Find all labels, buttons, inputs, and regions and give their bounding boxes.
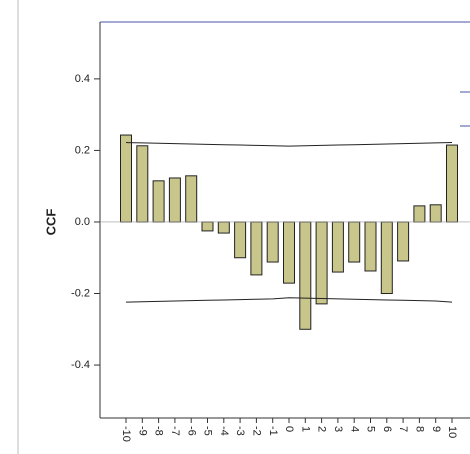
x-tick-label: -6: [185, 426, 197, 436]
bar: [397, 221, 410, 262]
x-tick-label: 2: [316, 426, 328, 432]
bar: [331, 221, 344, 273]
bar: [429, 204, 442, 223]
bar: [120, 134, 132, 223]
x-tick-label: -3: [234, 426, 246, 436]
x-tick-label: 3: [332, 426, 344, 432]
x-tick-label: -10: [120, 426, 132, 442]
x-tick-label: -7: [169, 426, 181, 436]
y-axis-label: CCF: [43, 209, 58, 236]
bar: [217, 221, 230, 234]
x-tick-label: 7: [397, 426, 409, 432]
bar: [446, 144, 458, 223]
x-tick-label: 1: [299, 426, 311, 432]
y-tick-label: 0.2: [75, 144, 90, 156]
x-tick-label: -1: [267, 426, 279, 436]
bar: [136, 145, 149, 223]
bar: [364, 221, 377, 272]
bar: [234, 221, 247, 259]
x-tick-label: 8: [413, 426, 425, 432]
bar: [185, 175, 198, 223]
y-tick-label: 0.0: [75, 216, 90, 228]
x-tick-label: -2: [250, 426, 262, 436]
bar: [299, 221, 312, 330]
bar: [413, 205, 426, 223]
bar: [283, 221, 295, 284]
x-tick-label: 9: [430, 426, 442, 432]
bar: [315, 221, 328, 305]
confidence-limit: [125, 142, 453, 147]
bar: [152, 180, 165, 223]
bar: [168, 177, 181, 223]
x-tick-label: 4: [348, 426, 360, 432]
bar: [348, 221, 361, 263]
x-tick-label: -9: [136, 426, 148, 436]
y-tick-label: 0.4: [75, 73, 90, 85]
x-tick-label: 10: [446, 426, 458, 438]
x-tick-label: 0: [283, 426, 295, 432]
x-tick-label: -8: [153, 426, 165, 436]
x-tick-label: 5: [365, 426, 377, 432]
confidence-limit: [125, 297, 453, 303]
bar: [250, 221, 263, 276]
y-tick-label: -0.4: [71, 359, 90, 371]
bar: [266, 221, 279, 263]
bar: [201, 221, 214, 232]
bar: [380, 221, 393, 295]
x-tick-label: 6: [381, 426, 393, 432]
y-tick-label: -0.2: [71, 287, 90, 299]
x-tick-label: -5: [202, 426, 214, 436]
x-tick-label: -4: [218, 426, 230, 436]
